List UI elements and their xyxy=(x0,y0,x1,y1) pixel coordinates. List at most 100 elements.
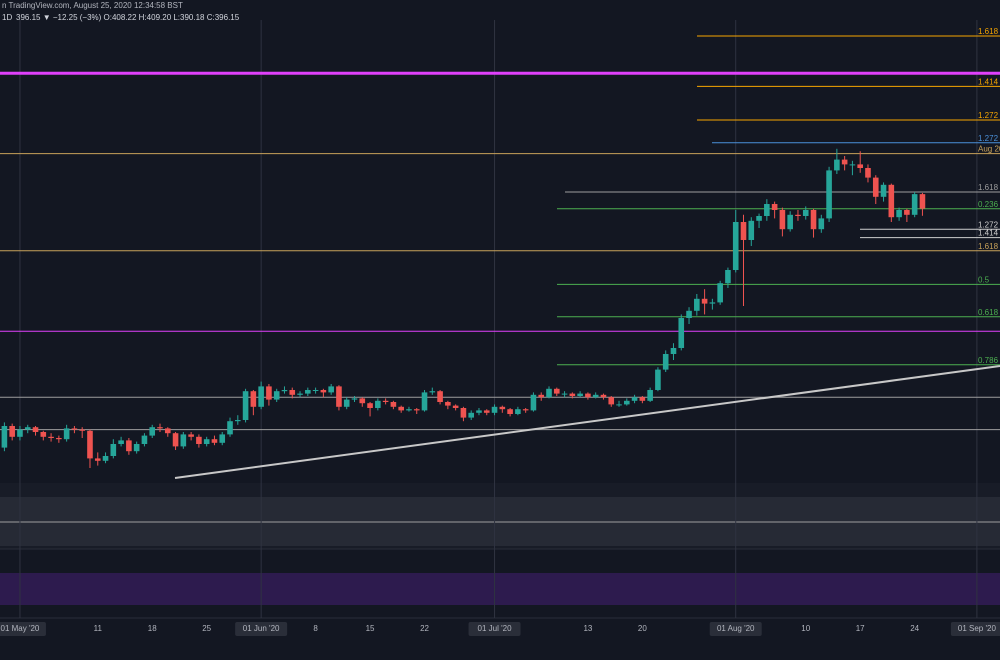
candle-body xyxy=(48,436,54,438)
level-label: Aug 20 xyxy=(978,145,1000,154)
x-tick-label: 01 Jun '20 xyxy=(243,624,280,633)
candle-body xyxy=(437,391,443,402)
candle-body xyxy=(904,210,910,215)
candle-body xyxy=(1,426,8,448)
level-label: 1.272 xyxy=(978,220,999,229)
level-label: 1.618 xyxy=(978,242,999,251)
candle-body xyxy=(662,354,669,370)
x-tick-label: 01 Jul '20 xyxy=(478,624,513,633)
candle-body xyxy=(764,204,770,216)
candle-body xyxy=(452,405,459,408)
candle-body xyxy=(880,184,887,197)
x-tick-label: 17 xyxy=(856,624,865,633)
candle-body xyxy=(686,310,692,318)
candle-body xyxy=(250,391,257,407)
candle-body xyxy=(709,302,716,304)
candle-body xyxy=(102,456,109,461)
candle-body xyxy=(305,390,311,394)
candle-body xyxy=(211,439,218,443)
candle-body xyxy=(126,440,132,452)
x-tick-label: 01 Sep '20 xyxy=(958,624,997,633)
candle-body xyxy=(826,170,832,219)
candle-body xyxy=(841,159,848,165)
candle-body xyxy=(367,403,373,408)
candle-body xyxy=(771,204,778,210)
candle-body xyxy=(896,210,902,218)
candle-body xyxy=(336,386,342,407)
candle-body xyxy=(624,400,630,405)
stoch-band xyxy=(0,573,1000,605)
level-label: 1.272 xyxy=(978,134,999,143)
candle-body xyxy=(266,386,272,400)
candle-body xyxy=(320,390,327,393)
candle-body xyxy=(725,270,731,284)
level-label: 0.618 xyxy=(978,308,999,317)
candle-body xyxy=(857,164,863,168)
candle-body xyxy=(118,440,124,444)
candle-body xyxy=(9,426,15,437)
candle-body xyxy=(40,432,47,437)
candle-body xyxy=(919,194,926,209)
candle-body xyxy=(732,222,739,270)
candle-body xyxy=(631,397,638,401)
candle-body xyxy=(483,410,490,413)
candle-body xyxy=(375,400,381,408)
candle-body xyxy=(398,406,404,411)
candle-body xyxy=(834,159,840,171)
month-label-bg xyxy=(468,622,521,636)
candle-body xyxy=(406,409,412,411)
candle-body xyxy=(795,214,801,216)
candle-body xyxy=(289,390,296,395)
month-label-bg xyxy=(950,622,1000,636)
candle-body xyxy=(569,393,576,396)
candle-body xyxy=(678,318,685,348)
candle-body xyxy=(79,429,85,431)
candle-body xyxy=(546,388,552,398)
level-label: 1.618 xyxy=(978,27,999,36)
x-axis: 01 May '20 11 18 25 01 Jun '20 8 15 22 01 Jul '2… xyxy=(0,622,1000,636)
x-tick-label: 25 xyxy=(202,624,211,633)
candle-body xyxy=(273,391,280,400)
candle-body xyxy=(538,394,545,398)
candle-body xyxy=(390,402,397,407)
candle-body xyxy=(312,390,319,391)
x-tick-label: 11 xyxy=(94,624,103,633)
candle-body xyxy=(242,391,249,420)
level-label: 1.414 xyxy=(978,78,999,87)
candle-body xyxy=(779,210,786,230)
candle-body xyxy=(56,438,62,440)
candle-body xyxy=(258,386,264,407)
candle-body xyxy=(172,433,179,447)
level-label: 0.236 xyxy=(978,200,999,209)
header-source: n TradingView.com, August 25, 2020 12:34… xyxy=(2,1,183,10)
x-tick-label: 15 xyxy=(366,624,375,633)
level-label: 1.272 xyxy=(978,111,999,120)
candle-body xyxy=(608,397,615,405)
candle-body xyxy=(164,428,171,434)
candle-body xyxy=(476,410,482,413)
level-label: 1.414 xyxy=(978,229,999,238)
candle-body xyxy=(460,408,467,418)
candle-body xyxy=(600,394,607,398)
candle-body xyxy=(585,393,591,398)
candle-body xyxy=(810,210,817,230)
candle-body xyxy=(670,348,677,354)
header-interval: 1D xyxy=(2,13,12,22)
candle-body xyxy=(507,409,513,414)
trendline xyxy=(174,365,1000,479)
candle-body xyxy=(203,439,210,444)
x-tick-label: 13 xyxy=(583,624,592,633)
candle-body xyxy=(802,210,809,216)
candle-body xyxy=(281,390,288,392)
candle-body xyxy=(87,430,93,459)
candle-body xyxy=(888,184,895,218)
candle-body xyxy=(748,220,755,240)
candle-body xyxy=(515,409,521,414)
candle-body xyxy=(157,427,163,429)
candle-body xyxy=(149,427,156,436)
candle-body xyxy=(235,420,241,422)
candle-body xyxy=(717,283,723,303)
candle-body xyxy=(196,436,202,444)
candle-body xyxy=(561,393,568,395)
